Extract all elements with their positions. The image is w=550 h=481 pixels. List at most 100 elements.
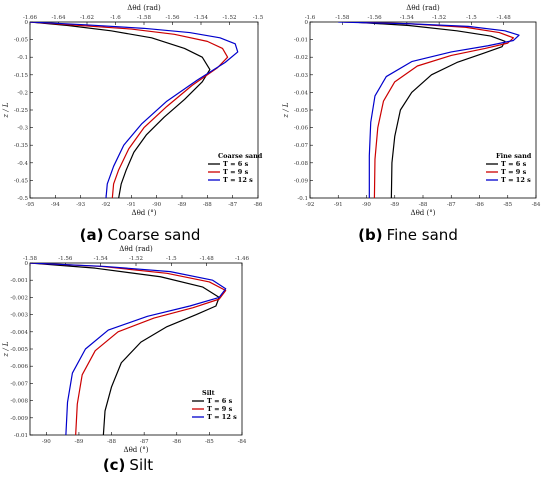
x-bottom-tick-label: -91 (334, 202, 343, 208)
y-axis-title: z / L (282, 102, 290, 118)
y-tick-label: -0.007 (10, 381, 28, 387)
panel-caption: (b) Fine sand (358, 226, 458, 244)
x-bottom-tick-label: -92 (102, 202, 111, 208)
x-bottom-tick-label: -90 (152, 202, 161, 208)
y-tick-label: -0.04 (294, 90, 309, 96)
y-tick-label: -0.09 (294, 178, 309, 184)
x-bottom-tick-label: -89 (178, 202, 187, 208)
x-bottom-tick-label: -94 (51, 202, 60, 208)
legend-label: T = 9 s (207, 405, 233, 413)
x-bottom-tick-label: -89 (74, 439, 83, 445)
y-tick-label: -0.1 (17, 55, 28, 61)
y-tick-label: -0.006 (10, 364, 28, 370)
y-tick-label: -0.25 (14, 108, 29, 114)
y-tick-label: -0.009 (10, 416, 28, 422)
x-top-tick-label: -1.6 (305, 15, 316, 21)
y-tick-label: -0.01 (294, 38, 308, 44)
x-bottom-axis-title: Δθd (°) (124, 446, 149, 454)
x-top-tick-label: -1.5 (466, 15, 477, 21)
x-top-tick-label: -1.56 (165, 15, 180, 21)
x-top-tick-label: -1.66 (23, 15, 38, 21)
y-tick-label: -0.08 (294, 161, 309, 167)
x-bottom-tick-label: -87 (447, 202, 456, 208)
panel-caption: (c) Silt (103, 456, 153, 474)
y-tick-label: -0.005 (10, 347, 28, 353)
legend-title: Fine sand (496, 152, 532, 160)
caption-letter: (b) (358, 226, 382, 244)
panel-coarse-sand: -95 -94 -93 -92 -91 -90 -89 -88 -87 -86 -1.66 -1.64… (2, 4, 264, 244)
y-tick-label: -0.008 (10, 399, 28, 405)
x-top-tick-label: -1.48 (200, 256, 215, 262)
y-tick-label: -0.01 (14, 433, 28, 439)
x-bottom-tick-label: -93 (76, 202, 85, 208)
x-top-tick-label: -1.6 (110, 15, 121, 21)
y-tick-label: 0 (305, 20, 309, 26)
caption-text: Coarse sand (107, 226, 200, 244)
x-top-axis-title: Δθd (rad) (119, 245, 153, 253)
x-bottom-tick-label: -90 (42, 439, 51, 445)
x-top-tick-label: -1.58 (137, 15, 152, 21)
caption-letter: (c) (103, 456, 126, 474)
x-top-tick-label: -1.52 (432, 15, 446, 21)
legend-label: T = 12 s (501, 176, 531, 184)
series-line-1 (30, 22, 211, 198)
x-bottom-axis-title: Δθd (°) (411, 209, 436, 217)
x-top-tick-label: -1.5 (253, 15, 264, 21)
legend-title: Coarse sand (218, 152, 263, 160)
y-tick-label: 0 (25, 20, 29, 26)
x-bottom-tick-label: -86 (172, 439, 181, 445)
x-bottom-tick-label: -84 (532, 202, 541, 208)
series-line-3 (30, 22, 239, 198)
x-top-axis-title: Δθd (rad) (127, 4, 161, 12)
y-tick-label: -0.35 (14, 143, 29, 149)
caption-letter: (a) (80, 226, 104, 244)
y-tick-label: -0.05 (294, 108, 309, 114)
x-top-tick-label: -1.48 (497, 15, 512, 21)
y-tick-label: -0.05 (14, 38, 29, 44)
y-tick-label: -0.15 (14, 73, 29, 79)
x-bottom-tick-label: -90 (362, 202, 371, 208)
series-line-2 (343, 22, 515, 198)
x-top-tick-label: -1.58 (23, 256, 38, 262)
y-tick-label: -0.1 (297, 196, 308, 202)
panel-caption: (a) Coarse sand (80, 226, 201, 244)
x-bottom-tick-label: -85 (205, 439, 214, 445)
x-top-tick-label: -1.54 (194, 15, 209, 21)
x-bottom-axis-title: Δθd (°) (132, 209, 157, 217)
y-tick-label: -0.5 (17, 196, 28, 202)
legend-label: T = 12 s (207, 413, 237, 421)
x-top-tick-label: -1.56 (58, 256, 73, 262)
x-bottom-tick-label: -95 (26, 202, 35, 208)
y-tick-label: -0.003 (10, 313, 28, 319)
y-tick-label: -0.004 (10, 330, 28, 336)
series-line-2 (30, 263, 227, 435)
x-bottom-tick-label: -91 (127, 202, 136, 208)
x-top-tick-label: -1.64 (51, 15, 66, 21)
series-line-2 (30, 22, 229, 198)
caption-text: Fine sand (387, 226, 458, 244)
x-bottom-tick-label: -88 (107, 439, 116, 445)
series-line-1 (352, 22, 506, 198)
caption-text: Silt (129, 456, 153, 474)
legend-label: T = 6 s (223, 160, 249, 168)
x-top-tick-label: -1.54 (400, 15, 415, 21)
series-line-3 (30, 263, 227, 435)
y-tick-label: -0.001 (10, 278, 28, 284)
legend-label: T = 9 s (223, 168, 249, 176)
x-bottom-tick-label: -87 (140, 439, 149, 445)
y-tick-label: -0.45 (14, 178, 29, 184)
legend-label: T = 6 s (501, 160, 527, 168)
legend-title: Silt (202, 389, 215, 397)
y-tick-label: -0.07 (294, 143, 309, 149)
x-bottom-tick-label: -88 (203, 202, 212, 208)
x-bottom-tick-label: -86 (475, 202, 484, 208)
y-tick-label: -0.3 (17, 126, 28, 132)
y-tick-label: -0.4 (17, 161, 28, 167)
y-tick-label: -0.02 (294, 55, 308, 61)
panel-fine-sand: -92 -91 -90 -89 -88 -87 -86 -85 -84 -1.6 -1.58 -1.5… (282, 4, 541, 244)
y-tick-label: -0.002 (10, 295, 28, 301)
x-top-tick-label: -1.52 (129, 256, 143, 262)
x-bottom-tick-label: -87 (228, 202, 237, 208)
x-top-tick-label: -1.5 (166, 256, 177, 262)
